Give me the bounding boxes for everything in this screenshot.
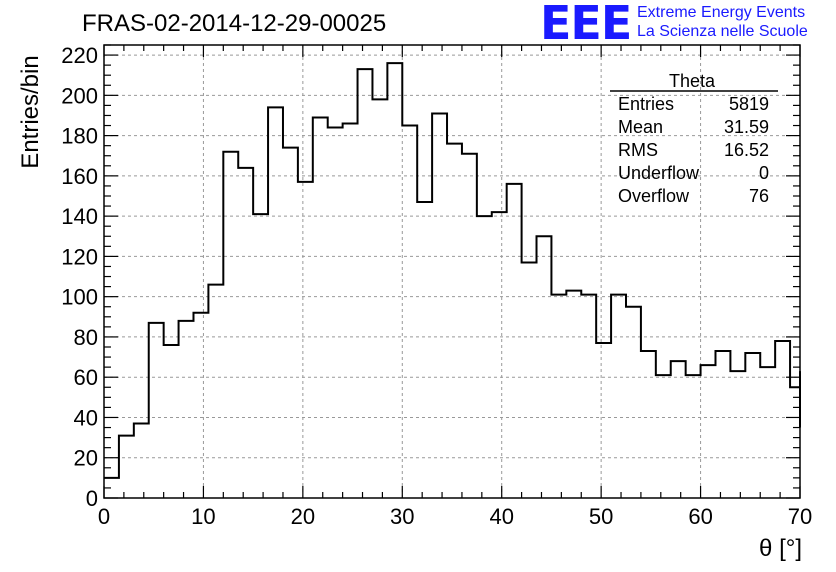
y-tick-label: 120 bbox=[61, 244, 98, 269]
y-tick-label: 80 bbox=[74, 325, 98, 350]
y-tick-label: 100 bbox=[61, 285, 98, 310]
grid-layer bbox=[104, 45, 800, 498]
x-axis-title: θ [°] bbox=[759, 535, 802, 562]
stats-rows: Entries 5819 Mean 31.59 RMS 16.52 Underflow 0 Ov… bbox=[618, 94, 769, 206]
y-tick-label: 160 bbox=[61, 164, 98, 189]
stats-box-name: Theta bbox=[669, 71, 716, 91]
stats-row-label: Overflow bbox=[618, 186, 690, 206]
stats-row-label: RMS bbox=[618, 140, 658, 160]
x-tick-label: 30 bbox=[390, 504, 414, 529]
stats-row-value: 0 bbox=[759, 163, 769, 183]
y-tick-label: 0 bbox=[86, 486, 98, 511]
x-tick-label: 20 bbox=[291, 504, 315, 529]
tick-labels-layer: 0 10 20 30 40 50 60 70 0 20 40 60 80 100 120 140 160 180 2… bbox=[61, 43, 812, 529]
chart-title: FRAS-02-2014-12-29-00025 bbox=[82, 10, 387, 37]
histogram-line bbox=[104, 62, 801, 479]
y-tick-label: 40 bbox=[74, 405, 98, 430]
axes-layer bbox=[103, 44, 801, 499]
x-tick-label: 50 bbox=[589, 504, 613, 529]
stats-row-label: Underflow bbox=[618, 163, 700, 183]
logo-subtitle-line1: Extreme Energy Events bbox=[637, 4, 806, 21]
stats-row-value: 5819 bbox=[729, 94, 769, 114]
x-tick-label: 70 bbox=[788, 504, 812, 529]
y-axis-title: Entries/bin bbox=[17, 55, 44, 168]
y-tick-label: 140 bbox=[61, 204, 98, 229]
eee-logo: EEE bbox=[540, 0, 632, 50]
y-tick-label: 60 bbox=[74, 365, 98, 390]
y-tick-label: 200 bbox=[61, 83, 98, 108]
logo-subtitle-line2: La Scienza nelle Scuole bbox=[637, 23, 808, 40]
stats-box: Theta Entries 5819 Mean 31.59 RMS 16.52 Underf… bbox=[610, 71, 778, 206]
stats-row-value: 76 bbox=[749, 186, 769, 206]
stats-row-value: 16.52 bbox=[724, 140, 769, 160]
y-tick-label: 220 bbox=[61, 43, 98, 68]
x-tick-label: 60 bbox=[688, 504, 712, 529]
stats-row-label: Mean bbox=[618, 117, 663, 137]
x-tick-label: 10 bbox=[191, 504, 215, 529]
stats-row-label: Entries bbox=[618, 94, 674, 114]
x-tick-label: 40 bbox=[489, 504, 513, 529]
histogram-layer bbox=[104, 62, 801, 479]
y-tick-label: 180 bbox=[61, 124, 98, 149]
stats-row-value: 31.59 bbox=[724, 117, 769, 137]
y-tick-label: 20 bbox=[74, 446, 98, 471]
plot-frame bbox=[103, 44, 801, 499]
x-tick-label: 0 bbox=[98, 504, 110, 529]
